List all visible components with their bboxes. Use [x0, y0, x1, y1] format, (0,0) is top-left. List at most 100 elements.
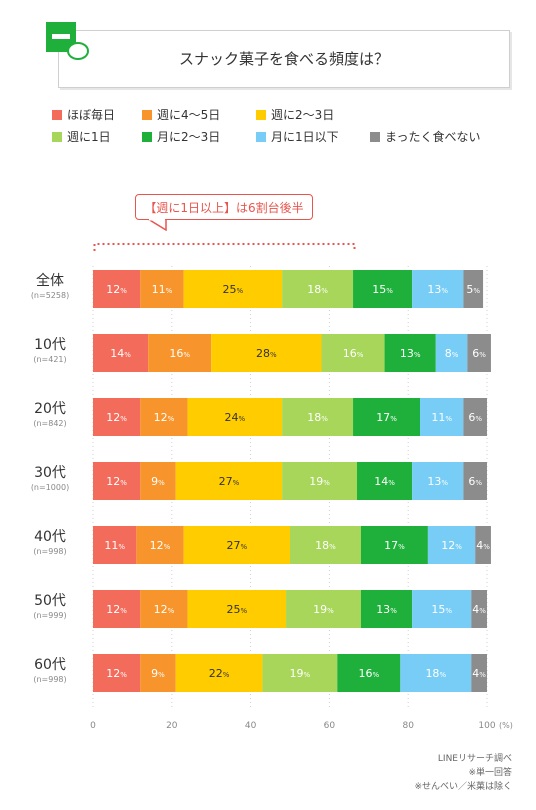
data-label: 8%	[445, 347, 459, 360]
bar-segment	[187, 398, 283, 436]
legend-label: 週に4～5日	[157, 108, 221, 122]
legend-item: 週に4～5日	[142, 108, 220, 122]
bar-segment	[412, 590, 472, 628]
title-box: スナック菓子を食べる頻度は？	[58, 30, 510, 88]
data-label: 12%	[150, 539, 171, 552]
note-line: ※せんべい／米菓は除く	[414, 782, 512, 792]
row-name: 60代	[34, 657, 66, 673]
data-label: 24%	[225, 411, 246, 424]
row-name: 10代	[34, 337, 66, 353]
legend-swatch	[142, 110, 152, 120]
data-label: 18%	[315, 539, 336, 552]
bar-segment	[321, 334, 385, 372]
data-label: 4%	[472, 603, 486, 616]
row-name: 40代	[34, 529, 66, 545]
x-tick-label: 100	[478, 721, 495, 731]
bar-segment	[360, 526, 428, 564]
legend-swatch	[370, 132, 380, 142]
legend-swatch	[52, 132, 62, 142]
row-name: 50代	[34, 593, 66, 609]
legend-item: ほぼ毎日	[52, 108, 115, 122]
data-label: 16%	[358, 667, 379, 680]
row-sample-size: (n=998)	[33, 675, 67, 684]
data-label: 13%	[427, 283, 448, 296]
data-label: 16%	[343, 347, 364, 360]
legend-label: 月に2～3日	[157, 130, 221, 144]
legend-label: ほぼ毎日	[67, 108, 116, 122]
callout-box: 【週に1日以上】は6割台後半	[135, 194, 313, 220]
row-label: 20代 (n=842)	[20, 401, 80, 429]
bar-segment	[148, 334, 212, 372]
legend-label: まったく食べない	[385, 130, 481, 144]
x-axis-unit: (%)	[499, 721, 513, 730]
bar-segment	[211, 334, 322, 372]
bar-segment	[384, 334, 436, 372]
x-tick-label: 20	[166, 721, 178, 731]
bar-segment	[282, 270, 354, 308]
source-notes: LINEリサーチ調べ ※単一回答 ※せんべい／米菓は除く	[414, 752, 512, 794]
data-label: 15%	[431, 603, 452, 616]
bar-segment	[140, 462, 176, 500]
row-label: 30代 (n=1000)	[20, 465, 80, 493]
data-label: 16%	[169, 347, 190, 360]
legend-item: まったく食べない	[370, 130, 481, 144]
row-sample-size: (n=842)	[33, 419, 67, 428]
bar-segment	[463, 398, 487, 436]
row-label: 全体 (n=5258)	[20, 273, 80, 301]
data-label: 27%	[219, 475, 240, 488]
data-label: 19%	[313, 603, 334, 616]
bar-segment	[412, 462, 464, 500]
bar-segment	[475, 526, 491, 564]
chart-title: スナック菓子を食べる頻度は？	[178, 50, 389, 68]
data-label: 18%	[307, 283, 328, 296]
data-label: 12%	[106, 667, 127, 680]
bar-segment	[290, 526, 361, 564]
bar-segment	[175, 462, 283, 500]
bar-segment	[262, 654, 338, 692]
data-label: 9%	[151, 667, 165, 680]
row-label: 40代 (n=998)	[20, 529, 80, 557]
bar-segment	[93, 654, 141, 692]
data-label: 25%	[226, 603, 247, 616]
data-label: 18%	[307, 411, 328, 424]
x-tick-label: 0	[90, 721, 96, 731]
data-label: 14%	[374, 475, 395, 488]
bar-segment	[93, 398, 141, 436]
bar-segment	[286, 590, 361, 628]
bar-segment	[471, 590, 487, 628]
legend-label: 週に1日	[67, 130, 111, 144]
callout-tail	[148, 219, 167, 231]
data-label: 19%	[309, 475, 330, 488]
source-line: LINEリサーチ調べ	[437, 754, 512, 764]
data-label: 15%	[372, 283, 393, 296]
x-tick-label: 80	[402, 721, 414, 731]
bar-segment	[183, 526, 290, 564]
row-name: 20代	[34, 401, 66, 417]
bar-segment	[435, 334, 468, 372]
bar-segment	[463, 270, 484, 308]
data-label: 6%	[468, 475, 482, 488]
data-label: 12%	[106, 475, 127, 488]
bar-segment	[93, 270, 141, 308]
x-tick-label: 60	[324, 721, 336, 731]
row-sample-size: (n=1000)	[30, 483, 70, 492]
legend-label: 月に1日以下	[271, 130, 339, 144]
row-sample-size: (n=421)	[33, 355, 67, 364]
data-label: 6%	[472, 347, 486, 360]
data-label: 17%	[384, 539, 405, 552]
data-label: 9%	[151, 475, 165, 488]
bar-segment	[140, 590, 188, 628]
data-label: 13%	[427, 475, 448, 488]
bar-segment	[93, 334, 149, 372]
legend-swatch	[256, 110, 266, 120]
data-label: 12%	[154, 411, 175, 424]
row-sample-size: (n=998)	[33, 547, 67, 556]
data-label: 11%	[104, 539, 125, 552]
row-label: 60代 (n=998)	[20, 657, 80, 685]
bar-segment	[420, 398, 464, 436]
bar-segment	[140, 398, 188, 436]
bar-segment	[183, 270, 283, 308]
bar-segment	[353, 270, 413, 308]
legend-item: 月に1日以下	[256, 130, 339, 144]
bar-segment	[412, 270, 464, 308]
